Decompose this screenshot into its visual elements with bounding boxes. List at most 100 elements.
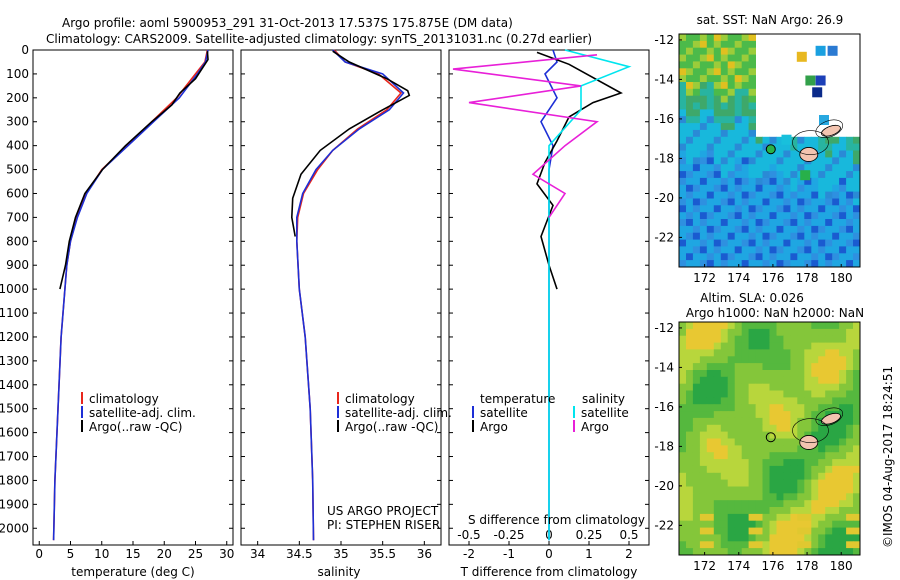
sla-map-cell xyxy=(748,335,756,343)
sla-map-cell xyxy=(686,452,694,460)
sst-map-cell xyxy=(713,129,722,138)
sst-map-y-tick-label: -18 xyxy=(654,151,674,165)
sst-map-cell xyxy=(679,102,687,110)
sst-map-cell xyxy=(790,198,798,206)
sla-map-cell xyxy=(783,411,791,419)
sla-map-cell xyxy=(679,438,687,446)
sst-map-cell xyxy=(679,260,687,268)
sla-map-cell xyxy=(769,479,777,487)
sla-map-cell xyxy=(686,363,694,371)
sla-map-cell xyxy=(741,342,750,350)
sla-map-cell xyxy=(720,548,729,556)
sla-map-cell xyxy=(727,383,736,391)
sst-map-cell xyxy=(741,246,750,254)
sla-map-cell xyxy=(713,411,722,419)
sst-map-cell xyxy=(686,40,694,49)
sla-map-cell xyxy=(818,390,826,398)
sla-map-cell xyxy=(783,349,791,357)
sst-map-cell xyxy=(713,68,722,76)
sla-map-cell xyxy=(825,370,833,378)
sla-map-cell xyxy=(762,472,770,481)
sla-map-cell xyxy=(741,541,750,549)
sst-map-cell xyxy=(762,239,770,247)
sst-map-cell xyxy=(839,205,847,213)
sst-map-cell xyxy=(706,246,715,254)
sla-map-cell xyxy=(720,342,729,350)
sst-map-cell xyxy=(679,95,687,103)
sst-map-cell xyxy=(741,54,750,62)
sla-map-cell xyxy=(839,417,847,426)
sst-map-cell xyxy=(713,136,722,145)
sla-map-cell xyxy=(686,383,694,391)
sst-map-cell xyxy=(811,225,819,234)
sst-map-cell xyxy=(790,239,798,247)
sst-map-cell xyxy=(797,260,805,268)
sst-map-cell xyxy=(692,75,701,83)
sst-map-cell xyxy=(755,232,763,240)
sst-map-cell xyxy=(741,61,750,69)
sla-map-cell xyxy=(769,411,777,419)
sst-map-cell xyxy=(762,232,770,240)
sla-map-cell xyxy=(686,465,694,474)
sst-map-cell xyxy=(832,212,840,220)
sla-map-cell xyxy=(839,486,847,494)
sla-map-cell xyxy=(720,465,729,474)
sst-map-cell xyxy=(769,246,777,254)
sla-map-cell xyxy=(853,465,861,474)
sla-map-cell xyxy=(734,404,743,412)
sla-map-cell xyxy=(790,486,798,494)
sla-map-cell xyxy=(755,390,763,398)
sla-map-cell xyxy=(804,527,812,535)
sla-map-cell xyxy=(853,335,861,343)
sst-map-cell xyxy=(741,136,750,145)
sla-map-cell xyxy=(706,520,715,528)
sla-map-cell xyxy=(755,493,763,501)
sst-map-cell xyxy=(741,205,750,213)
sst-map-cell xyxy=(804,225,812,234)
sla-map-cell xyxy=(776,383,784,391)
sst-map-cell xyxy=(776,150,784,158)
sst-map-cell xyxy=(755,157,763,165)
sla-map-cell xyxy=(686,370,694,378)
sst-map-cell xyxy=(797,219,805,227)
sla-map-cell xyxy=(686,322,694,330)
sla-map-cell xyxy=(783,486,791,494)
sst-map-cell xyxy=(713,150,722,158)
sst-map-cell xyxy=(679,212,687,220)
sst-map-cell xyxy=(692,225,701,234)
sla-map-cell xyxy=(839,376,847,385)
sla-map-cell xyxy=(734,459,743,467)
sla-map-cell xyxy=(706,349,715,357)
sla-map-cell xyxy=(734,376,743,385)
sst-map-cell xyxy=(734,253,743,261)
sla-map-cell xyxy=(790,397,798,405)
sla-map-cell xyxy=(679,507,687,515)
sst-map-cell xyxy=(706,109,715,117)
sst-map-cell xyxy=(734,177,743,186)
sla-map-cell xyxy=(762,520,770,528)
sst-map-cell xyxy=(727,225,736,234)
sst-map-cell xyxy=(692,129,701,138)
sst-map-cell xyxy=(825,225,833,234)
sla-map-cell xyxy=(686,424,694,433)
sla-map-cell xyxy=(748,438,756,446)
sla-map-cell xyxy=(692,370,701,378)
sla-map-cell xyxy=(706,486,715,494)
legend-salinity-heading: salinity xyxy=(582,392,625,406)
salinity-xlabel: salinity xyxy=(317,565,360,579)
sla-map-cell xyxy=(769,335,777,343)
sla-map-cell xyxy=(686,356,694,364)
temperature-xlabel: temperature (deg C) xyxy=(71,565,194,579)
sst-map-cell xyxy=(686,239,694,247)
sst-map-cell xyxy=(762,205,770,213)
sst-map-cell xyxy=(699,102,708,110)
sst-map-cell xyxy=(713,164,722,172)
sst-map-cell xyxy=(825,239,833,247)
sst-map-cell xyxy=(686,212,694,220)
sla-map-cell xyxy=(755,486,763,494)
temperature-x-tick-label: 10 xyxy=(94,547,109,561)
sla-map-cell xyxy=(790,370,798,378)
sst-map-cell xyxy=(776,212,784,220)
sla-map-cell xyxy=(679,356,687,364)
sst-map-cell xyxy=(832,246,840,254)
